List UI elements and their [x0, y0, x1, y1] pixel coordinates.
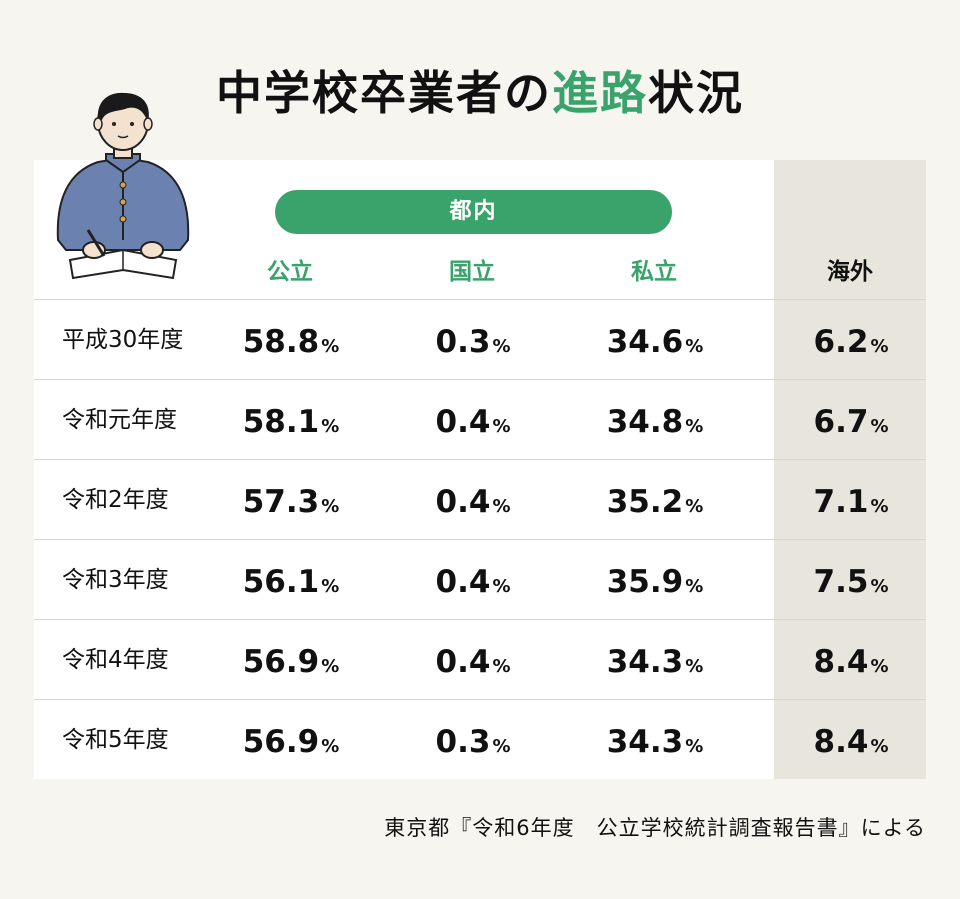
row-year-label: 令和元年度 — [62, 407, 177, 433]
table-row: 令和元年度 58.1% 0.4% 34.8% 6.7% — [34, 379, 926, 460]
column-header-abroad: 海外 — [827, 259, 873, 285]
source-note: 東京都『令和6年度 公立学校統計調査報告書』による — [384, 816, 926, 840]
row-year-label: 令和3年度 — [62, 567, 169, 593]
cell-public: 58.8% — [242, 324, 340, 360]
table-row: 平成30年度 58.8% 0.3% 34.6% 6.2% — [34, 299, 926, 380]
column-header-private: 私立 — [631, 259, 677, 285]
cell-private: 35.9% — [606, 564, 704, 600]
row-year-label: 平成30年度 — [62, 327, 184, 353]
group-label-tonai: 都内 — [275, 190, 672, 234]
table-row: 令和5年度 56.9% 0.3% 34.3% 8.4% — [34, 699, 926, 780]
cell-private: 34.8% — [606, 404, 704, 440]
cell-private: 34.3% — [606, 724, 704, 760]
cell-national: 0.4% — [435, 404, 511, 440]
cell-abroad: 8.4% — [813, 724, 889, 760]
cell-national: 0.4% — [435, 564, 511, 600]
table-row: 令和4年度 56.9% 0.4% 34.3% 8.4% — [34, 619, 926, 700]
cell-national: 0.3% — [435, 724, 511, 760]
cell-abroad: 8.4% — [813, 644, 889, 680]
cell-public: 57.3% — [242, 484, 340, 520]
cell-abroad: 6.7% — [813, 404, 889, 440]
cell-public: 56.9% — [242, 724, 340, 760]
table-row: 令和2年度 57.3% 0.4% 35.2% 7.1% — [34, 459, 926, 540]
page-title: 中学校卒業者の進路状況 — [216, 66, 744, 120]
cell-abroad: 7.5% — [813, 564, 889, 600]
cell-national: 0.4% — [435, 484, 511, 520]
row-year-label: 令和5年度 — [62, 727, 169, 753]
cell-national: 0.4% — [435, 644, 511, 680]
table-row: 令和3年度 56.1% 0.4% 35.9% 7.5% — [34, 539, 926, 620]
data-table: 都内 公立 国立 私立 海外 平成30年度 58.8% 0.3% 34.6% 6… — [34, 160, 926, 779]
column-header-national: 国立 — [449, 259, 495, 285]
cell-national: 0.3% — [435, 324, 511, 360]
abroad-column-background — [774, 160, 926, 779]
row-year-label: 令和4年度 — [62, 647, 169, 673]
cell-private: 34.3% — [606, 644, 704, 680]
cell-abroad: 6.2% — [813, 324, 889, 360]
student-writing-illustration — [56, 92, 190, 280]
cell-public: 56.1% — [242, 564, 340, 600]
title-accent: 進路 — [552, 66, 648, 120]
column-header-public: 公立 — [267, 259, 313, 285]
cell-abroad: 7.1% — [813, 484, 889, 520]
cell-public: 56.9% — [242, 644, 340, 680]
cell-public: 58.1% — [242, 404, 340, 440]
row-year-label: 令和2年度 — [62, 487, 169, 513]
cell-private: 34.6% — [606, 324, 704, 360]
cell-private: 35.2% — [606, 484, 704, 520]
